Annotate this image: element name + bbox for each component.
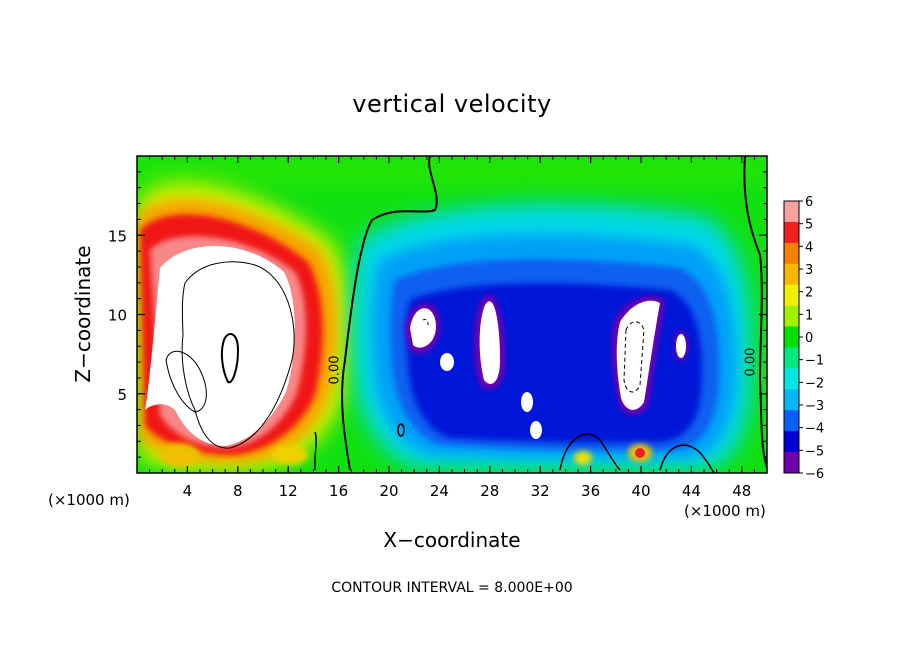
colorbar-swatch: [784, 305, 799, 328]
x-tick-label: 40: [631, 482, 650, 500]
y-tick-label: 10: [108, 307, 127, 325]
colorbar-tick-label: 2: [805, 286, 813, 301]
x-tick-label: 48: [732, 482, 751, 500]
x-tick-label: 28: [480, 482, 499, 500]
contour-interval-note: CONTOUR INTERVAL = 8.000E+00: [331, 580, 572, 596]
downdraft-region: [351, 203, 753, 470]
x-tick-label: 12: [279, 482, 298, 500]
colorbar-tick-label: 1: [805, 308, 813, 323]
colorbar-swatch: [784, 431, 799, 453]
x-tick-label: 36: [581, 482, 600, 500]
x-tick-label: 24: [430, 482, 449, 500]
colorbar-tick-label: −1: [805, 354, 824, 369]
colorbar-swatch: [784, 284, 799, 307]
colorbar-tick-label: 5: [805, 218, 813, 233]
colorbar: 6 5 4 3 2 1 0 −1 −2 −3 −4 −5 −6: [783, 195, 824, 482]
y-axis-ticks: 5 10 15: [108, 171, 767, 458]
colorbar-swatch: [784, 410, 799, 432]
chart-title: vertical velocity: [352, 90, 551, 118]
colorbar-tick-label: −4: [805, 422, 824, 437]
colorbar-tick-label: −5: [805, 444, 824, 459]
x-tick-label: 20: [379, 482, 398, 500]
x-tick-label: 44: [682, 482, 701, 500]
colorbar-tick-label: −6: [805, 467, 824, 482]
x-tick-label: 16: [329, 482, 348, 500]
colorbar-tick-label: −2: [805, 376, 824, 391]
colorbar-swatch: [784, 368, 799, 390]
colorbar-swatch: [784, 221, 799, 244]
y-tick-label: 5: [117, 386, 127, 404]
colorbar-tick-label: 6: [805, 195, 813, 210]
y-axis-label: Z−coordinate: [71, 245, 95, 382]
contour-labels: 0.00 0.00: [328, 348, 759, 385]
colorbar-swatch: [784, 242, 799, 265]
colorbar-tick-label: −3: [805, 399, 824, 414]
colorbar-tick-label: 4: [805, 240, 813, 255]
colorbar-swatch: [784, 389, 799, 411]
heatmap-field: [137, 156, 767, 473]
colorbar-swatch: [784, 452, 799, 474]
x-unit-label-left: (×1000 m): [48, 491, 130, 509]
x-axis-label: X−coordinate: [383, 528, 520, 552]
x-axis-ticks: 4 8 12 16 20 24 28 32 36 40 44 48: [149, 156, 755, 500]
x-tick-label: 4: [183, 482, 193, 500]
x-tick-label: 8: [233, 482, 243, 500]
x-tick-label: 32: [531, 482, 550, 500]
contour-label: 0.00: [328, 355, 343, 384]
colorbar-tick-label: 3: [805, 263, 813, 278]
contour-label: 0.00: [743, 348, 758, 377]
colorbar-swatch: [784, 263, 799, 286]
colorbar-swatch: [784, 326, 799, 348]
y-tick-label: 15: [108, 227, 127, 245]
contour-lines: [165, 156, 767, 473]
colorbar-tick-label: 0: [805, 331, 813, 346]
x-unit-label-right: (×1000 m): [684, 502, 766, 520]
colorbar-swatch: [784, 347, 799, 369]
colorbar-swatch: [784, 201, 799, 223]
